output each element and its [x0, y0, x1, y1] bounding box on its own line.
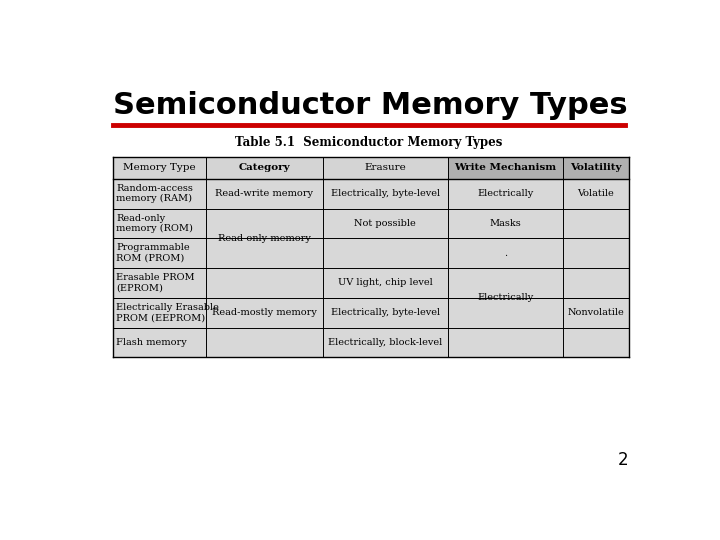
Bar — [113, 157, 629, 357]
Text: Electrically, byte-level: Electrically, byte-level — [330, 189, 440, 198]
Text: Erasure: Erasure — [364, 164, 406, 172]
Text: UV light, chip level: UV light, chip level — [338, 279, 433, 287]
Text: Programmable
ROM (PROM): Programmable ROM (PROM) — [117, 244, 190, 263]
Bar — [206, 157, 323, 179]
Text: Electrically: Electrically — [477, 293, 534, 302]
Text: Nonvolatile: Nonvolatile — [567, 308, 624, 317]
Text: Masks: Masks — [490, 219, 521, 228]
Text: Memory Type: Memory Type — [123, 164, 196, 172]
Text: Not possible: Not possible — [354, 219, 416, 228]
Text: Random-access
memory (RAM): Random-access memory (RAM) — [117, 184, 193, 204]
Text: Erasable PROM
(EPROM): Erasable PROM (EPROM) — [117, 273, 195, 293]
Bar — [563, 157, 629, 179]
Text: Table 5.1  Semiconductor Memory Types: Table 5.1 Semiconductor Memory Types — [235, 136, 503, 149]
Text: Volatile: Volatile — [577, 189, 614, 198]
Text: Electrically, block-level: Electrically, block-level — [328, 338, 442, 347]
Text: Electrically: Electrically — [477, 189, 534, 198]
Text: Electrically, byte-level: Electrically, byte-level — [330, 308, 440, 317]
Text: 2: 2 — [618, 451, 629, 469]
Text: Semiconductor Memory Types: Semiconductor Memory Types — [113, 91, 628, 120]
Text: Read-write memory: Read-write memory — [215, 189, 313, 198]
Bar — [448, 157, 563, 179]
Text: Read-mostly memory: Read-mostly memory — [212, 308, 317, 317]
Bar — [323, 157, 448, 179]
Text: Read-only memory: Read-only memory — [218, 234, 311, 243]
Bar — [113, 157, 206, 179]
Text: Volatility: Volatility — [570, 164, 621, 172]
Text: Flash memory: Flash memory — [117, 338, 187, 347]
Text: Write Mechanism: Write Mechanism — [454, 164, 557, 172]
Text: .: . — [504, 249, 507, 258]
Text: Electrically Erasable
PROM (EEPROM): Electrically Erasable PROM (EEPROM) — [117, 303, 219, 322]
Text: Read-only
memory (ROM): Read-only memory (ROM) — [117, 214, 193, 233]
Text: Category: Category — [238, 164, 290, 172]
